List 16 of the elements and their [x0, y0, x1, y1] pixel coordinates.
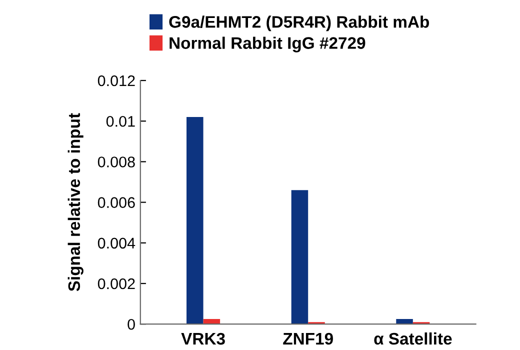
bar [291, 190, 308, 324]
y-axis-title: Signal relative to input [68, 113, 84, 292]
y-tick-label: 0.002 [98, 278, 135, 290]
x-tick-label: ZNF19 [283, 332, 333, 345]
x-tick-label: VRK3 [181, 332, 225, 345]
y-tick-label: 0.008 [98, 156, 135, 168]
y-tick-label: 0.01 [106, 116, 135, 127]
legend-label: Normal Rabbit IgG #2729 [170, 36, 366, 52]
x-tick-label: α Satellite [374, 332, 452, 345]
bar [186, 117, 204, 324]
y-tick-label: 0.006 [98, 197, 135, 208]
bar [396, 319, 413, 324]
y-tick-label: 0 [128, 318, 135, 330]
y-tick-label: 0.012 [98, 75, 135, 86]
legend-label: G9a/EHMT2 (D5R4R) Rabbit mAb [169, 16, 429, 32]
y-tick-label: 0.004 [98, 238, 136, 249]
